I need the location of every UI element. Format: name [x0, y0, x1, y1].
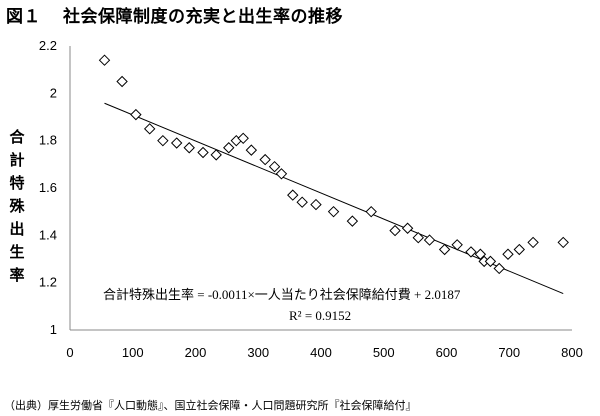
data-point: [389, 224, 401, 237]
source-note: （出典）厚生労働省『人口動態』、国立社会保障・人口問題研究所『社会保障給付』: [4, 399, 417, 412]
data-point: [183, 142, 195, 154]
data-point: [346, 215, 359, 227]
y-tick-labels: 1 1.2 1.4 1.6 1.8 2 2.2: [39, 38, 57, 337]
data-point: [327, 205, 340, 218]
data-point: [130, 108, 142, 121]
figure-number: 図１: [6, 7, 41, 27]
y-tick-label: 1.4: [39, 227, 57, 242]
data-point: [98, 54, 111, 66]
data-point: [438, 243, 451, 256]
data-point: [275, 168, 288, 180]
equation-variable: 一人当たり社会保障給付費: [255, 287, 411, 303]
figure-title: 図１ 社会保障制度の充実と出生率の推移: [6, 2, 343, 27]
data-point: [197, 146, 209, 159]
equation-coef: = -0.0011×: [194, 287, 255, 302]
data-point: [287, 189, 299, 201]
x-tick-label: 100: [122, 345, 144, 360]
x-tick-label: 800: [561, 345, 583, 360]
x-tick-labels: 0 100 200 300 400 500 600 700 800: [66, 345, 582, 360]
y-tick-label: 2: [50, 85, 57, 100]
trendline-group: [104, 102, 564, 294]
data-point: [513, 243, 525, 256]
data-point: [502, 248, 514, 260]
data-point: [423, 234, 436, 246]
r-squared-label: R² = 0.9152: [289, 308, 351, 323]
y-tick-label: 1: [50, 322, 57, 337]
x-tick-label: 400: [310, 345, 332, 360]
x-tick-label: 300: [247, 345, 269, 360]
equation-constant: + 2.0187: [411, 287, 461, 302]
data-point: [237, 132, 249, 145]
figure-title-text: 社会保障制度の充実と出生率の推移: [63, 7, 343, 27]
y-tick-label: 1.8: [39, 133, 57, 148]
data-point: [465, 246, 477, 258]
data-point: [116, 75, 128, 88]
trendline-equation: 合計特殊出生率 = -0.0011×一人当たり社会保障給付費 + 2.0187: [103, 287, 461, 303]
y-tick-label: 2.2: [39, 38, 57, 53]
data-point: [365, 205, 377, 218]
y-tick-label: 1.6: [39, 180, 57, 195]
data-point: [296, 196, 308, 208]
y-axis-label: 合計特殊出生率: [9, 128, 25, 284]
data-point: [527, 236, 539, 249]
data-points: [98, 54, 569, 275]
data-point: [210, 149, 222, 161]
data-point: [157, 134, 169, 147]
trendline: [104, 102, 564, 294]
y-tick-label: 1.2: [39, 275, 57, 290]
data-point: [557, 236, 569, 249]
chart-axes: [69, 46, 572, 331]
x-tick-label: 0: [66, 345, 73, 360]
x-tick-label: 500: [373, 345, 395, 360]
data-point: [259, 153, 271, 166]
data-point: [245, 144, 258, 156]
data-point: [143, 123, 156, 135]
data-point: [268, 160, 281, 173]
data-point: [223, 142, 235, 154]
data-point: [484, 255, 497, 268]
data-point: [474, 248, 487, 260]
data-point: [412, 231, 424, 244]
data-point: [493, 262, 505, 275]
equation-lhs: 合計特殊出生率: [103, 287, 194, 303]
x-tick-label: 200: [185, 345, 207, 360]
x-tick-label: 600: [436, 345, 458, 360]
data-point: [310, 198, 322, 211]
x-tick-label: 700: [498, 345, 520, 360]
data-point: [401, 222, 414, 234]
data-point: [170, 137, 183, 149]
data-point: [451, 239, 463, 251]
